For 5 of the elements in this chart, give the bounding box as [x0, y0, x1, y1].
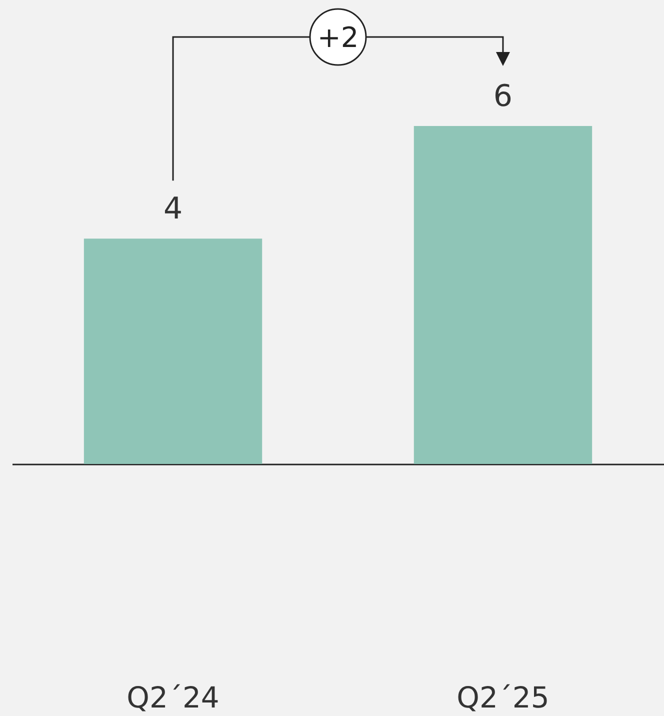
- x-tick-label: Q2´25: [456, 680, 550, 714]
- data-label: 4: [163, 192, 183, 227]
- data-label: 6: [493, 79, 513, 114]
- text: +2: [317, 21, 359, 54]
- x-tick-label: Q2´24: [126, 680, 220, 714]
